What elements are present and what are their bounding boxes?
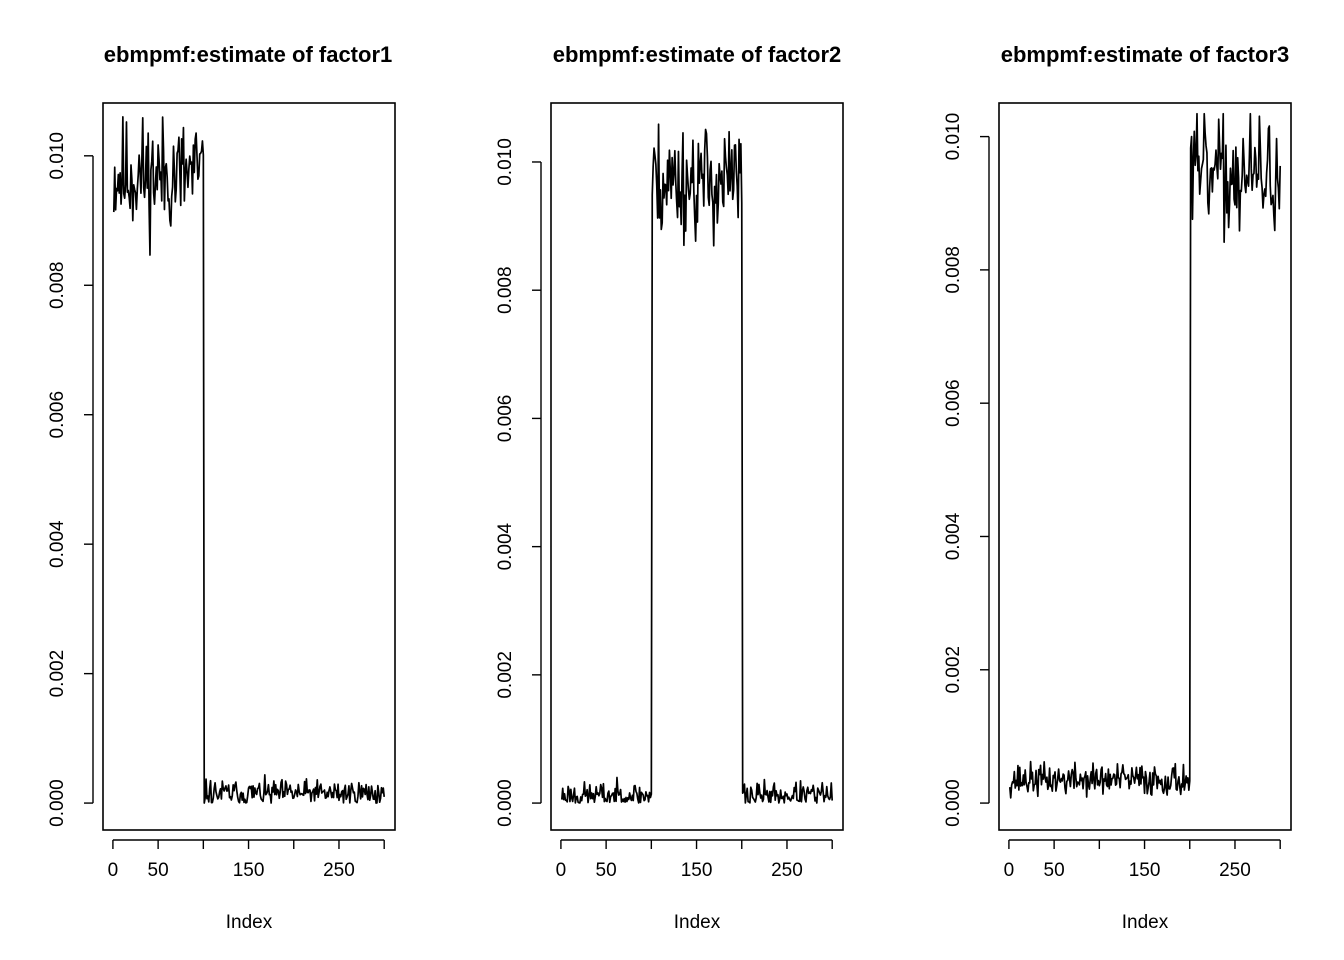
y-tick-label: 0.006 <box>47 391 68 439</box>
x-axis-label: Index <box>226 912 273 933</box>
y-tick-label: 0.008 <box>943 246 964 294</box>
x-tick-label: 150 <box>681 860 713 881</box>
x-tick-label: 150 <box>233 860 265 881</box>
x-tick-label: 50 <box>596 860 617 881</box>
x-tick-label: 0 <box>108 860 119 881</box>
y-tick-label: 0.000 <box>495 779 516 827</box>
x-tick-label: 150 <box>1129 860 1161 881</box>
y-tick-label: 0.010 <box>47 132 68 180</box>
y-tick-label: 0.000 <box>47 779 68 827</box>
plot-frame <box>998 102 1292 831</box>
chart-title: ebmpmf:estimate of factor1 <box>104 42 393 67</box>
y-tick-label: 0.002 <box>495 651 516 699</box>
chart-panel-1: ebmpmf:estimate of factor1 0 50 150 250 Index… <box>47 42 396 933</box>
plot-frame <box>102 102 396 831</box>
x-axis-label: Index <box>674 912 721 933</box>
x-tick-label: 50 <box>148 860 169 881</box>
y-tick-label: 0.000 <box>943 779 964 827</box>
y-tick-label: 0.008 <box>495 266 516 314</box>
chart-title: ebmpmf:estimate of factor2 <box>553 42 842 67</box>
y-tick-label: 0.004 <box>943 512 964 560</box>
y-tick-label: 0.006 <box>943 379 964 427</box>
x-tick-label: 0 <box>1004 860 1015 881</box>
y-tick-label: 0.010 <box>495 138 516 186</box>
chart-panel-3: ebmpmf:estimate of factor3 0 50 150 250 Index… <box>943 42 1292 933</box>
x-axis-label: Index <box>1122 912 1169 933</box>
x-tick-label: 250 <box>323 860 355 881</box>
x-tick-label: 250 <box>771 860 803 881</box>
x-tick-label: 250 <box>1219 860 1251 881</box>
plot-frame <box>550 102 844 831</box>
series-line <box>112 115 386 804</box>
x-tick-label: 50 <box>1044 860 1065 881</box>
x-tick-label: 0 <box>556 860 567 881</box>
series-line <box>560 123 834 804</box>
y-tick-label: 0.004 <box>495 522 516 570</box>
y-tick-label: 0.006 <box>495 395 516 443</box>
y-tick-label: 0.004 <box>47 520 68 568</box>
series-line <box>1008 112 1282 799</box>
y-tick-label: 0.008 <box>47 261 68 309</box>
y-tick-label: 0.010 <box>943 113 964 161</box>
y-tick-label: 0.002 <box>47 650 68 698</box>
y-tick-label: 0.002 <box>943 646 964 694</box>
chart-panel-2: ebmpmf:estimate of factor2 0 50 150 250 Index… <box>495 42 844 933</box>
chart-title: ebmpmf:estimate of factor3 <box>1001 42 1290 67</box>
